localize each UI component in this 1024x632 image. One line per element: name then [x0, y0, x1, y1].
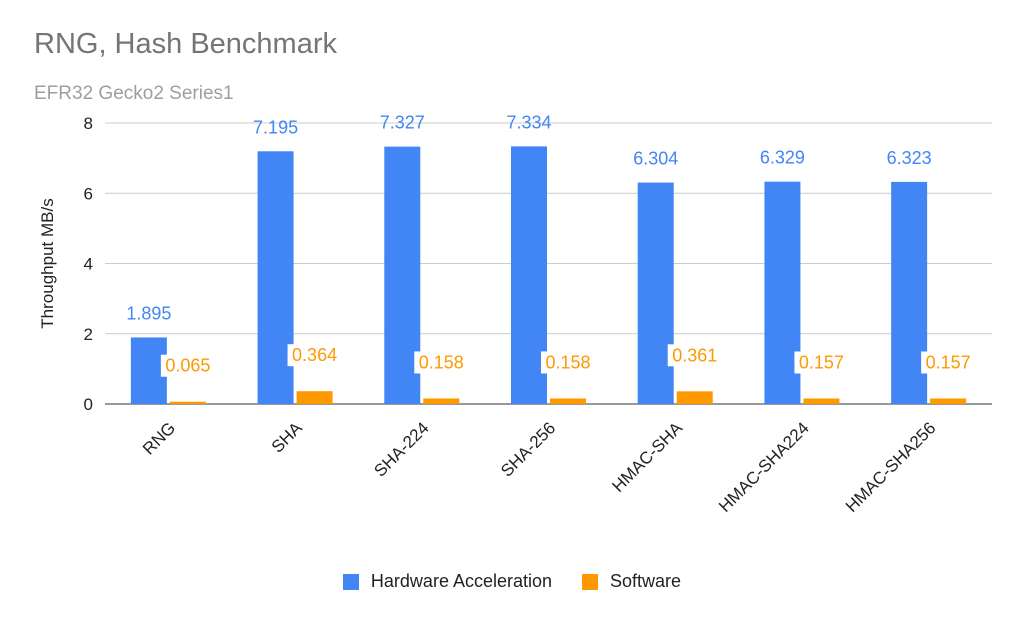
chart-title: RNG, Hash Benchmark	[34, 28, 337, 60]
data-label: 0.065	[165, 356, 210, 376]
data-label: 7.327	[380, 113, 425, 133]
y-tick-label: 8	[84, 114, 93, 133]
data-label-bg	[160, 354, 215, 377]
bar-chart: 0 2 4 6 8 Throughput MB/s 1.895 0.065 RNG 7.195 0.…	[38, 112, 992, 516]
legend-swatch-hardware	[342, 573, 359, 590]
legend-label-software: Software	[610, 571, 682, 591]
legend-swatch-software	[582, 573, 599, 590]
x-tick-label: SHA-224	[370, 418, 432, 480]
data-label-bg	[287, 344, 342, 367]
legend: Hardware Acceleration Software	[0, 571, 1024, 592]
data-label: 0.361	[672, 345, 717, 365]
data-label: 7.334	[506, 112, 551, 132]
y-tick-label: 4	[84, 255, 93, 274]
bar-software	[423, 398, 460, 404]
x-tick-label: RNG	[139, 418, 179, 458]
bar-software	[169, 401, 206, 404]
y-tick-label: 6	[84, 184, 93, 203]
bar-hardware	[637, 182, 674, 404]
data-label: 0.157	[926, 352, 971, 372]
legend-label-hardware: Hardware Acceleration	[370, 571, 553, 591]
data-label-bg	[414, 351, 469, 374]
data-label: 0.158	[419, 352, 464, 372]
bar-software	[930, 398, 967, 404]
data-label: 0.364	[292, 345, 337, 365]
data-label-bg	[794, 351, 849, 374]
bar-software	[803, 398, 840, 404]
legend-item-software[interactable]: Software	[582, 571, 681, 592]
x-tick-label: HMAC-SHA256	[842, 418, 940, 516]
data-label-bg	[541, 351, 595, 374]
y-axis-label: Throughput MB/s	[38, 198, 57, 328]
bar-software	[676, 391, 713, 404]
data-label: 6.329	[760, 148, 805, 168]
x-tick-label: HMAC-SHA	[608, 418, 686, 496]
data-label: 7.195	[253, 117, 298, 137]
data-label-bg	[921, 351, 976, 374]
data-label: 1.895	[126, 303, 171, 323]
bar-software	[296, 391, 333, 404]
data-label: 6.323	[887, 148, 932, 168]
data-label: 0.157	[799, 352, 844, 372]
x-tick-label: SHA-256	[497, 418, 559, 480]
data-label-bg	[667, 344, 722, 367]
x-tick-label: HMAC-SHA224	[715, 418, 813, 516]
chart-subtitle: EFR32 Gecko2 Series1	[34, 83, 234, 104]
bar-software	[550, 398, 586, 404]
x-tick-label: SHA	[268, 418, 307, 457]
data-label: 0.158	[545, 352, 590, 372]
data-label: 6.304	[633, 149, 678, 169]
legend-item-hardware[interactable]: Hardware Acceleration	[342, 571, 553, 592]
y-tick-label: 0	[84, 395, 93, 414]
y-tick-label: 2	[84, 325, 93, 344]
